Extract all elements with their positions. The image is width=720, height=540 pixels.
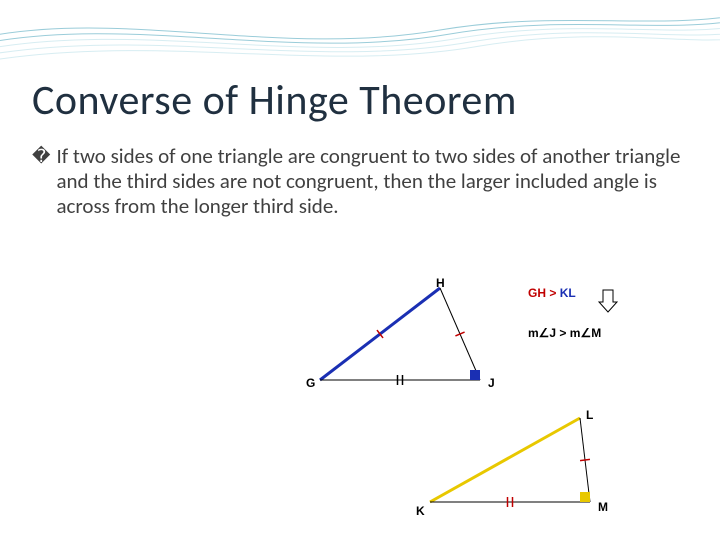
diagram-area: GHJKLM GH > KLm∠J > m∠M	[300, 280, 680, 520]
bullet-icon: �	[32, 144, 50, 168]
vertex-label-L: L	[586, 408, 593, 422]
relation-1: m∠J > m∠M	[528, 326, 601, 340]
triangle-2	[400, 410, 620, 520]
body-paragraph: � If two sides of one triangle are congr…	[32, 144, 688, 220]
body-text: If two sides of one triangle are congrue…	[56, 144, 688, 220]
slide-content: Converse of Hinge Theorem � If two sides…	[32, 75, 688, 220]
down-arrow-icon	[598, 288, 618, 314]
vertex-label-H: H	[436, 276, 445, 290]
vertex-label-M: M	[598, 500, 608, 514]
vertex-label-G: G	[306, 376, 315, 390]
vertex-label-K: K	[416, 504, 425, 518]
slide-title: Converse of Hinge Theorem	[32, 75, 688, 126]
decorative-wave	[0, 0, 720, 70]
triangle-1	[300, 280, 520, 400]
relation-0: GH > KL	[528, 286, 576, 300]
vertex-label-J: J	[488, 376, 495, 390]
